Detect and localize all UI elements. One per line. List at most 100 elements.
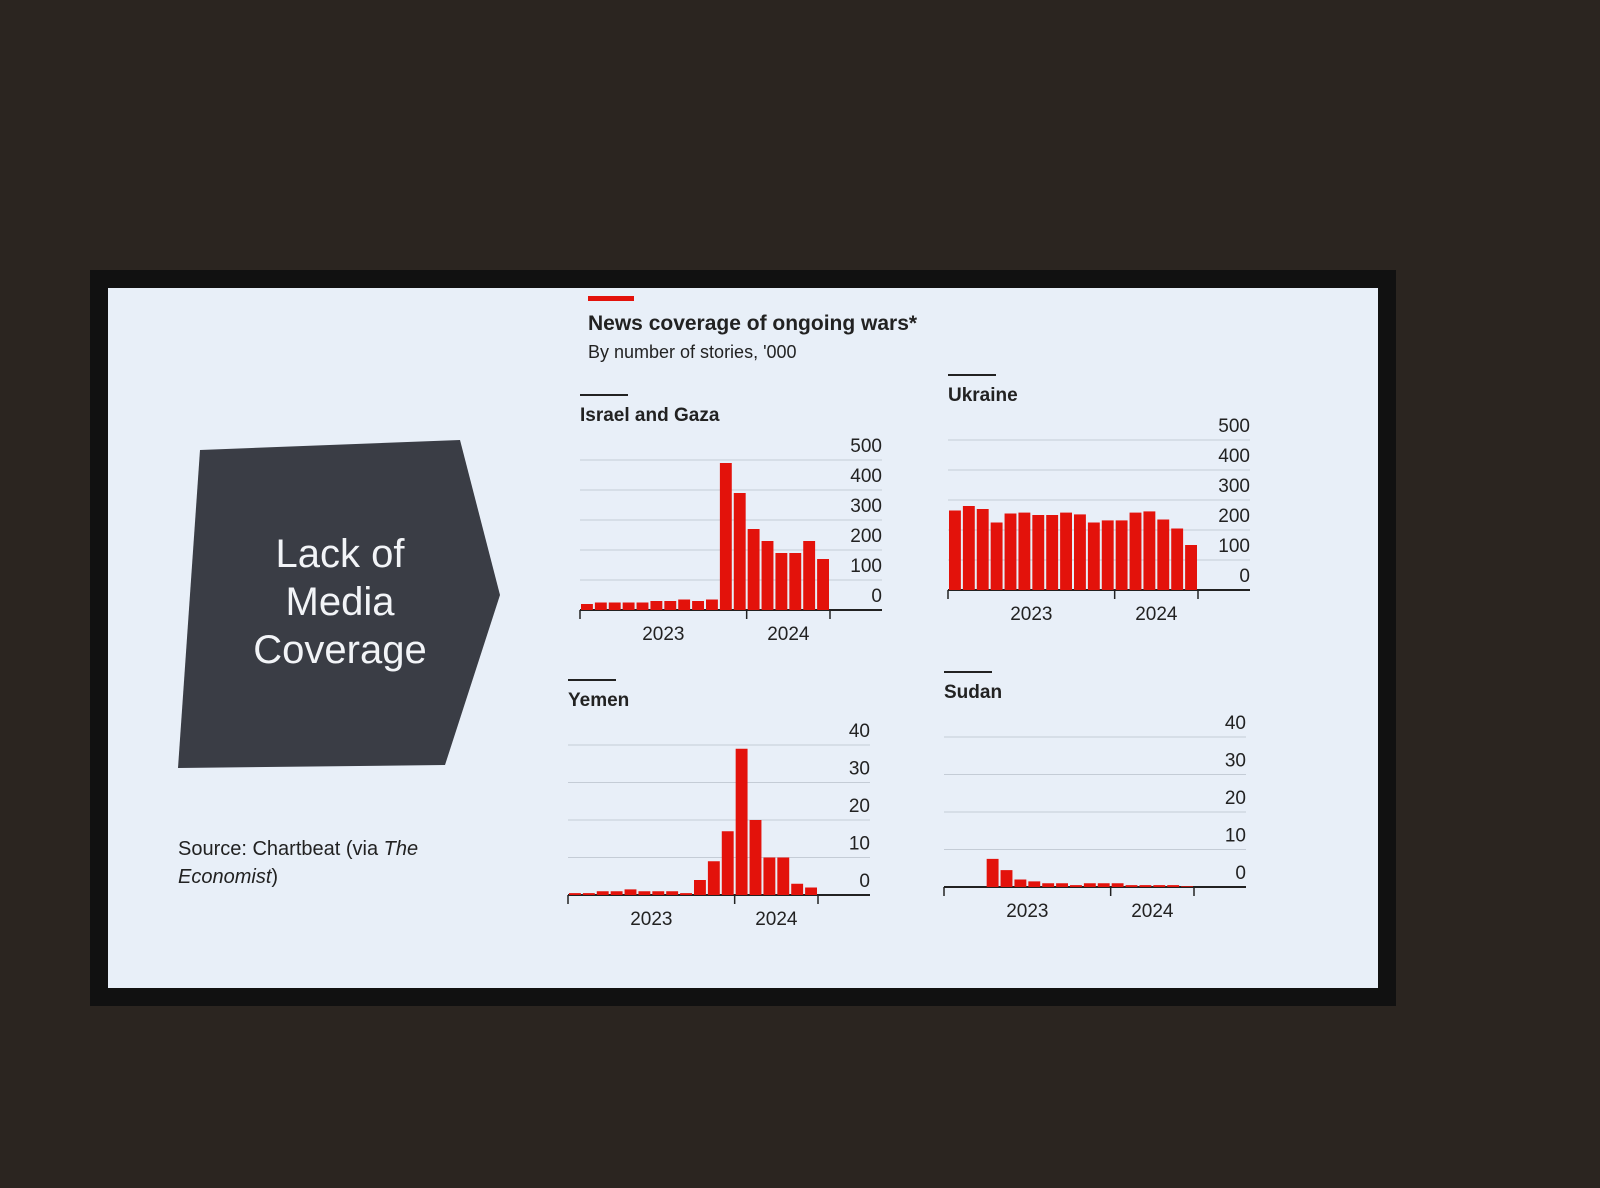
x-tick-label: 2024: [1135, 604, 1178, 625]
heading-shape: [178, 440, 500, 768]
bar: [775, 553, 788, 610]
bar: [1032, 515, 1045, 590]
bar: [747, 529, 760, 610]
bar: [1014, 879, 1027, 887]
title-bar: [588, 296, 634, 301]
bar: [949, 510, 961, 590]
bar: [1101, 520, 1114, 590]
bar: [1125, 885, 1138, 887]
y-tick-label: 20: [1225, 788, 1246, 809]
bar: [706, 599, 718, 610]
y-tick-label: 30: [849, 759, 870, 780]
source: Source: Chartbeat (via The Economist): [178, 835, 438, 891]
y-tick-label: 10: [849, 834, 870, 855]
x-tick-label: 2023: [1006, 901, 1048, 922]
bar: [763, 857, 776, 895]
bar: [1018, 512, 1031, 590]
bar: [735, 748, 748, 895]
bar: [638, 891, 651, 895]
x-tick-label: 2024: [1131, 901, 1174, 922]
bar: [1074, 514, 1086, 590]
bar: [719, 463, 732, 610]
y-tick-label: 0: [859, 871, 870, 892]
bar: [1028, 881, 1041, 887]
bar: [694, 880, 706, 895]
y-tick-label: 40: [849, 721, 870, 742]
source-close: ): [271, 866, 279, 888]
bar: [1143, 511, 1156, 590]
bar: [622, 602, 635, 610]
panel-title: Yemen: [568, 690, 629, 711]
bar: [990, 522, 1003, 590]
y-tick-label: 500: [1218, 416, 1250, 437]
bar: [976, 509, 989, 590]
bar: [1070, 885, 1082, 887]
bar: [664, 601, 677, 610]
bar: [791, 883, 804, 895]
bar: [1097, 883, 1110, 887]
y-tick-label: 100: [850, 556, 882, 577]
panel-title: Sudan: [944, 682, 1002, 703]
y-tick-label: 400: [850, 466, 882, 487]
bar: [1181, 886, 1193, 887]
panel-title: Ukraine: [948, 385, 1018, 406]
bar: [803, 541, 816, 610]
x-tick-label: 2023: [642, 624, 684, 645]
bar: [1004, 513, 1017, 590]
source-publication: The Economist: [178, 838, 424, 888]
bar: [680, 893, 692, 895]
bar: [569, 893, 581, 895]
y-tick-label: 200: [1218, 506, 1250, 527]
bar: [1111, 883, 1124, 887]
bar: [1056, 883, 1068, 887]
bar: [610, 891, 623, 895]
bar: [1129, 512, 1142, 590]
bar: [1185, 545, 1197, 590]
figure-title: News coverage of ongoing wars*: [588, 312, 918, 335]
y-tick-label: 300: [1218, 476, 1250, 497]
bar: [1083, 883, 1096, 887]
y-tick-label: 20: [849, 796, 870, 817]
bar: [1167, 885, 1180, 887]
panel-title: Israel and Gaza: [580, 405, 720, 426]
bar: [1171, 528, 1184, 590]
y-tick-label: 10: [1225, 826, 1246, 847]
bar: [986, 858, 999, 887]
bar: [707, 861, 720, 895]
bar: [666, 891, 679, 895]
bar: [582, 893, 595, 895]
bar: [1157, 519, 1170, 590]
y-tick-label: 0: [1235, 863, 1246, 884]
x-tick-label: 2023: [630, 909, 672, 930]
bar: [1153, 885, 1166, 887]
y-tick-label: 300: [850, 496, 882, 517]
bar: [1087, 522, 1100, 590]
bar: [749, 820, 762, 895]
y-tick-label: 40: [1225, 713, 1246, 734]
source-text: Source: Chartbeat (via: [178, 838, 384, 860]
bar: [678, 599, 691, 610]
bar: [1000, 870, 1013, 887]
bar: [962, 506, 975, 590]
bar: [624, 889, 637, 895]
bar: [733, 493, 746, 610]
bar: [1115, 520, 1128, 590]
y-tick-label: 30: [1225, 751, 1246, 772]
bar: [652, 891, 665, 895]
bar: [692, 601, 704, 610]
bar: [1042, 883, 1055, 887]
x-tick-label: 2024: [767, 624, 810, 645]
x-tick-label: 2023: [1010, 604, 1052, 625]
y-tick-label: 500: [850, 436, 882, 457]
bar: [805, 887, 817, 895]
bar: [1046, 515, 1059, 590]
slide-heading: Lack of Media Coverage: [253, 532, 427, 672]
bar: [817, 559, 829, 610]
y-tick-label: 0: [871, 586, 882, 607]
bar: [721, 831, 734, 895]
y-tick-label: 100: [1218, 536, 1250, 557]
y-tick-label: 200: [850, 526, 882, 547]
y-tick-label: 0: [1239, 566, 1250, 587]
y-tick-label: 400: [1218, 446, 1250, 467]
bar: [777, 857, 790, 895]
